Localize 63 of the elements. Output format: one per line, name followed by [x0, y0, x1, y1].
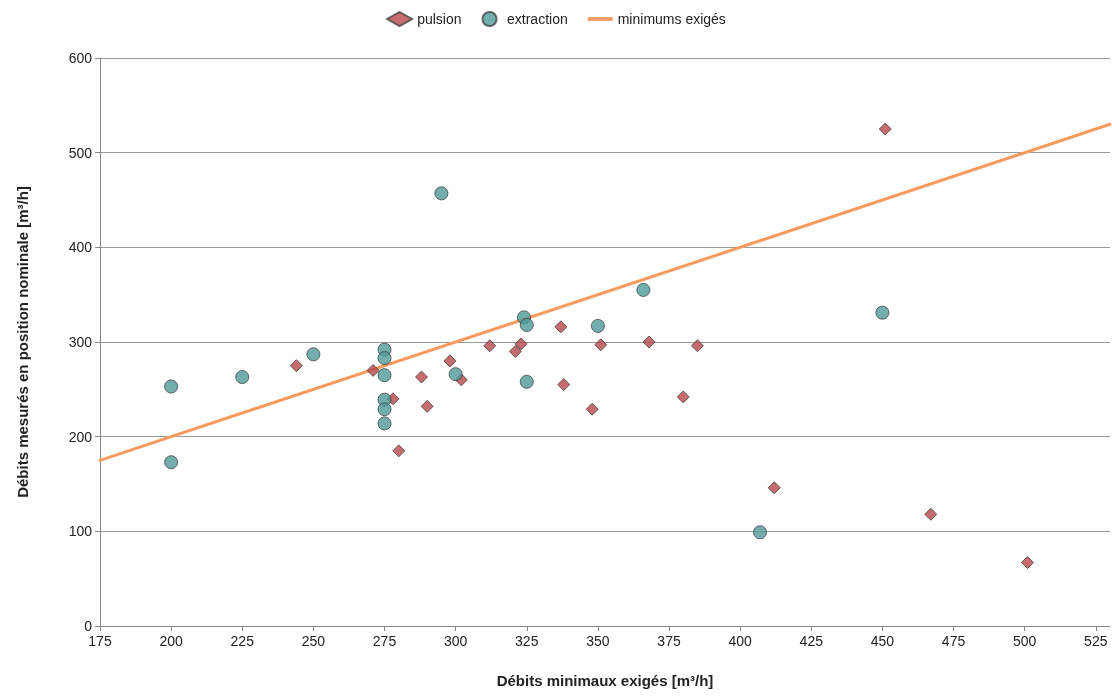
point [924, 507, 938, 521]
x-tick-label: 525 [1084, 633, 1108, 649]
point [366, 363, 380, 377]
point [289, 359, 303, 373]
point [878, 122, 892, 136]
point [676, 390, 690, 404]
point [519, 374, 534, 389]
x-tick-label: 325 [515, 633, 539, 649]
y-tick-label: 200 [68, 428, 93, 445]
point [414, 370, 428, 384]
y-tick-label: 0 [84, 618, 93, 634]
point [443, 354, 457, 368]
x-tick-label: 500 [1012, 633, 1037, 649]
y-tick-label: 300 [68, 334, 93, 350]
point [235, 370, 250, 385]
point [392, 444, 406, 458]
point [483, 339, 497, 353]
x-tick-label: 225 [230, 633, 255, 649]
y-tick-label: 400 [68, 239, 93, 256]
point [508, 344, 522, 358]
point [164, 379, 179, 394]
point [377, 368, 392, 383]
point [753, 525, 768, 540]
point [557, 378, 571, 392]
point [690, 339, 704, 353]
point [434, 186, 449, 201]
point [585, 402, 599, 416]
point [519, 317, 534, 332]
x-tick-label: 200 [159, 633, 184, 649]
x-tick-label: 300 [443, 633, 468, 649]
legend-label: extraction [507, 11, 568, 27]
point [377, 402, 392, 417]
point [594, 338, 608, 352]
y-tick-label: 100 [68, 523, 93, 540]
x-tick-label: 375 [657, 633, 681, 649]
point [767, 481, 781, 495]
legend-label: pulsion [417, 11, 462, 27]
x-tick-label: 350 [586, 633, 610, 649]
x-tick-label: 425 [799, 633, 824, 649]
point [875, 305, 890, 320]
x-tick-label: 250 [301, 633, 326, 649]
x-tick-label: 275 [372, 633, 397, 649]
point [590, 318, 605, 333]
point [514, 337, 528, 351]
x-tick-label: 475 [941, 633, 966, 649]
x-tick-label: 450 [870, 633, 895, 649]
point [164, 455, 179, 470]
y-axis-title: Débits mesurés en position nominale [m³/h] [14, 186, 31, 498]
point [1020, 556, 1034, 570]
point [377, 416, 392, 431]
point [636, 282, 651, 297]
point [554, 320, 568, 334]
point [306, 347, 321, 362]
x-tick-label: 400 [728, 633, 753, 649]
x-axis-title: Débits minimaux exigés [m³/h] [496, 672, 714, 689]
point [420, 399, 434, 413]
x-tick-label: 175 [88, 633, 112, 649]
legend-label: minimums exigés [617, 11, 726, 27]
y-tick-label: 500 [68, 144, 93, 161]
point [642, 335, 656, 349]
point [377, 351, 392, 366]
point [448, 367, 463, 382]
y-tick-label: 600 [68, 50, 93, 66]
